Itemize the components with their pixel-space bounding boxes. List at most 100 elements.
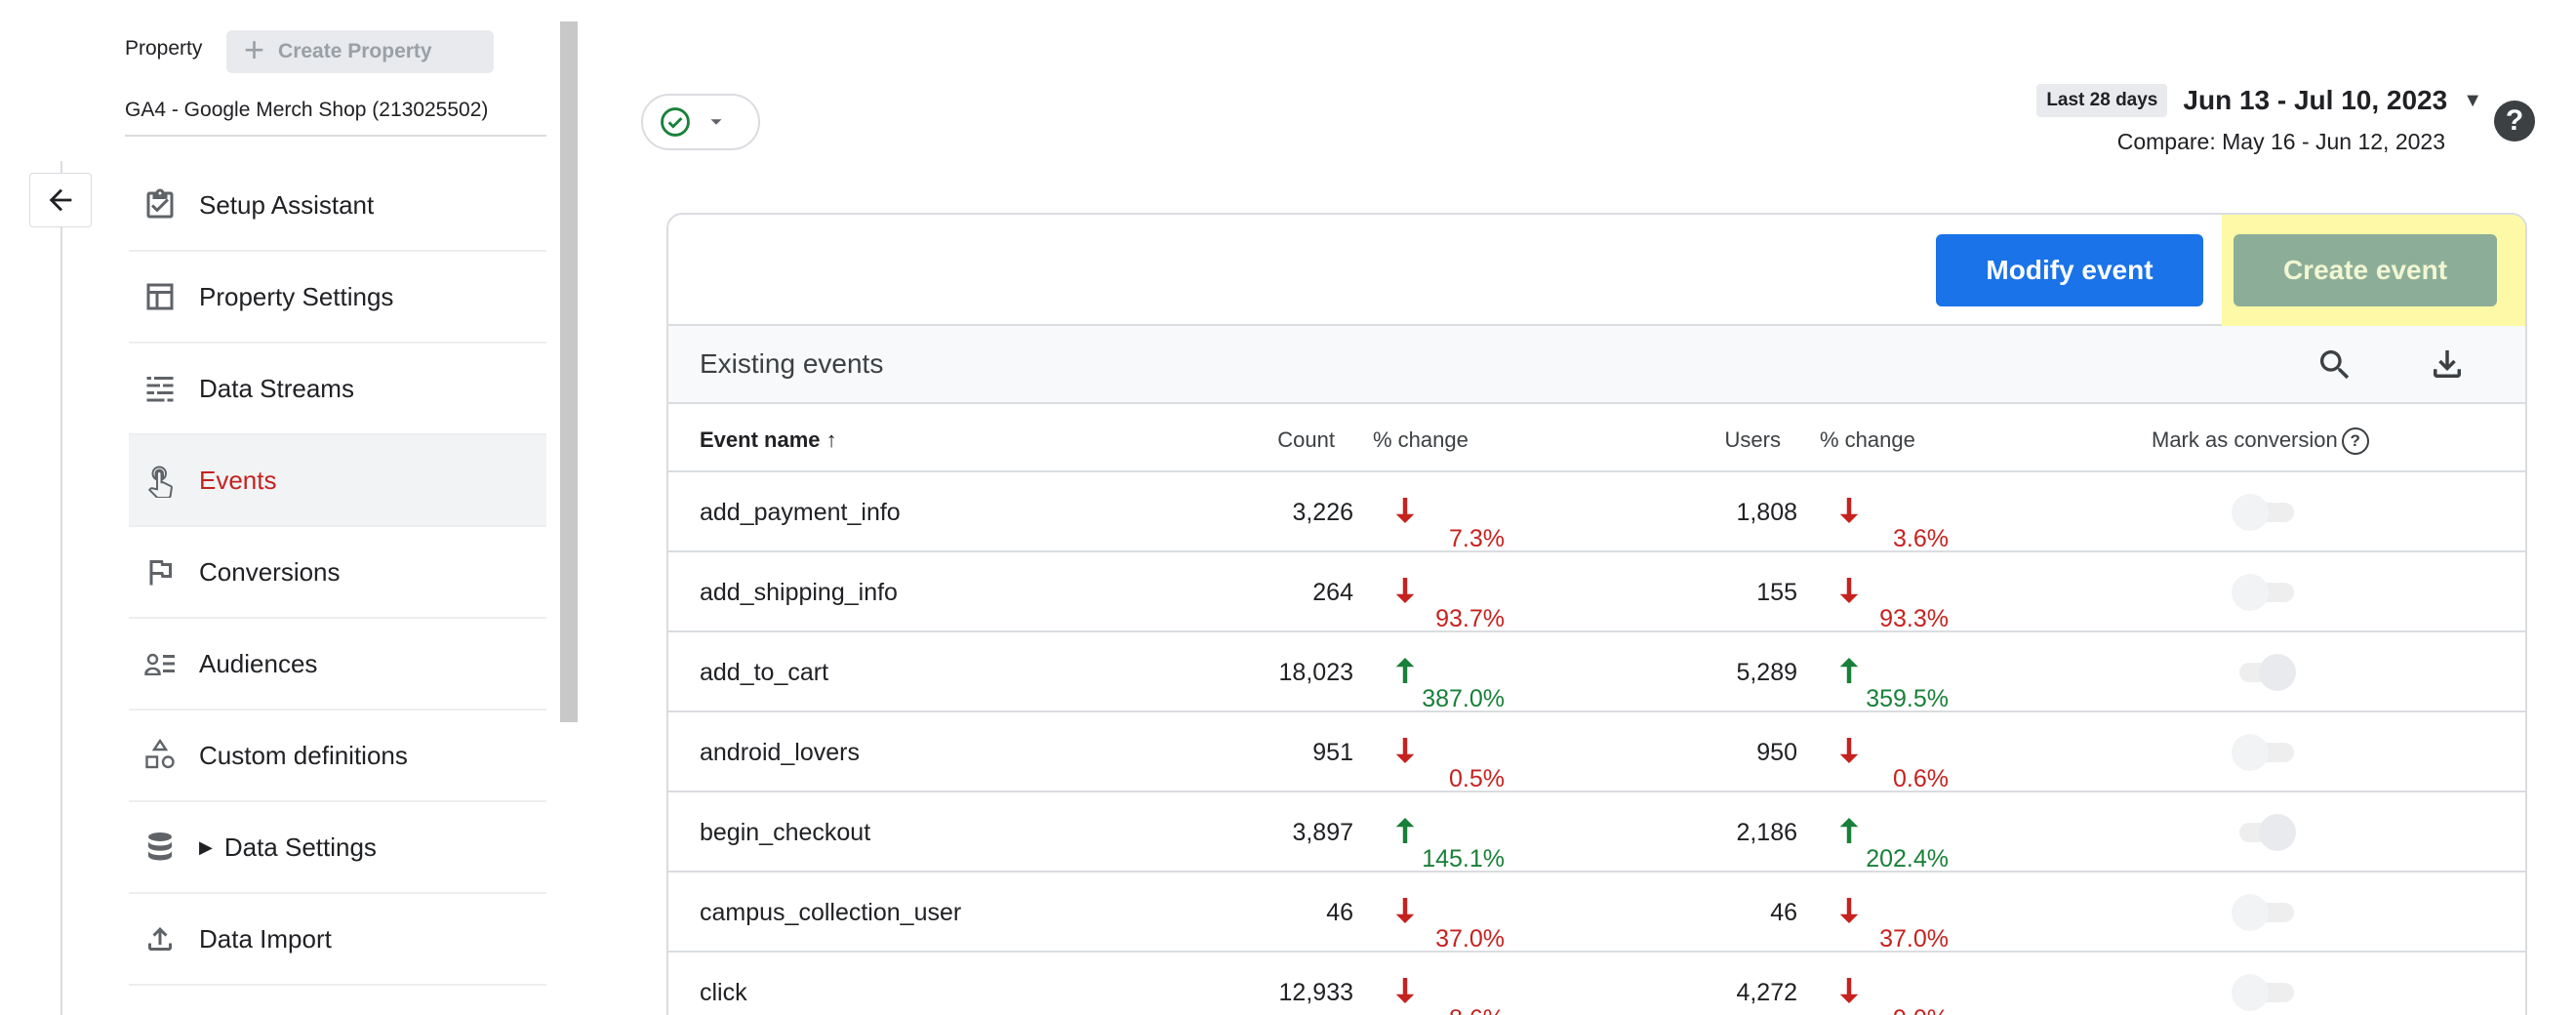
users-change-value: 9.0% — [1839, 1005, 1949, 1015]
toggle-knob — [2232, 974, 2269, 1011]
caret-right-icon[interactable]: ▶ — [199, 836, 213, 857]
nav-item-label: Data Streams — [199, 373, 354, 403]
count-change-value: 7.3% — [1449, 525, 1505, 552]
event-name[interactable]: add_shipping_info — [700, 579, 898, 606]
compare-range-text: Compare: May 16 - Jun 12, 2023 — [2116, 129, 2445, 154]
arrow-up-icon — [1839, 658, 1859, 690]
table-row: click 12,933 8.6% 4,272 9.0% — [668, 953, 2525, 1015]
arrow-down-icon — [1839, 498, 1859, 530]
event-name[interactable]: add_to_cart — [700, 659, 829, 686]
nav-item-property-settings[interactable]: Property Settings — [129, 252, 546, 344]
users-change-value: 3.6% — [1893, 525, 1949, 552]
conversion-toggle[interactable] — [2232, 734, 2296, 771]
event-name[interactable]: add_payment_info — [700, 499, 901, 526]
count-change-value: 8.6% — [1395, 1005, 1505, 1015]
nav-item-setup-assistant[interactable]: Setup Assistant — [129, 160, 546, 252]
property-label: Property — [125, 37, 203, 60]
arrow-down-icon — [1395, 738, 1415, 770]
event-users: 155 — [1756, 579, 1797, 606]
nav-item-events[interactable]: Events — [129, 435, 546, 527]
sort-arrow-up-icon: ↑ — [825, 427, 837, 452]
event-users: 5,289 — [1736, 659, 1797, 686]
event-count: 12,933 — [1278, 979, 1353, 1006]
arrow-down-icon — [1839, 978, 1859, 1010]
nav-item-label: Setup Assistant — [199, 189, 375, 220]
clipboard-check-icon — [129, 187, 199, 223]
header-event-name[interactable]: Event name ↑ — [700, 427, 837, 453]
date-range-picker[interactable]: Last 28 days Jun 13 - Jul 10, 2023 ▼ Com… — [2036, 84, 2482, 155]
arrow-up-icon — [1839, 818, 1859, 850]
touch-icon — [129, 463, 199, 498]
back-button[interactable] — [29, 173, 92, 227]
event-count: 46 — [1326, 899, 1353, 926]
users-change-value: 93.3% — [1879, 605, 1949, 632]
arrow-down-icon — [1395, 898, 1415, 930]
events-card: Modify event Create event Existing event… — [666, 213, 2527, 1015]
event-users: 46 — [1770, 899, 1797, 926]
left-rail — [60, 161, 62, 1015]
conversion-toggle[interactable] — [2232, 494, 2296, 531]
help-circle-icon[interactable]: ? — [2341, 427, 2369, 456]
header-count-change[interactable]: % change — [1373, 427, 1469, 452]
search-icon[interactable] — [2315, 345, 2355, 389]
header-users[interactable]: Users — [1724, 427, 1781, 452]
arrow-up-icon — [1395, 658, 1415, 690]
table-header-bar: Existing events — [668, 326, 2525, 404]
date-range-text[interactable]: Jun 13 - Jul 10, 2023 — [2183, 85, 2448, 115]
event-count: 18,023 — [1278, 659, 1353, 686]
event-name[interactable]: android_lovers — [700, 739, 860, 766]
property-selector[interactable]: GA4 - Google Merch Shop (213025502) — [125, 99, 489, 121]
toggle-knob — [2232, 494, 2269, 531]
modify-event-button[interactable]: Modify event — [1936, 234, 2203, 306]
conversion-toggle[interactable] — [2232, 814, 2296, 851]
users-change-value: 202.4% — [1866, 845, 1949, 873]
table-body: add_payment_info 3,226 7.3% 1,808 3.6% add_sh… — [668, 472, 2525, 1015]
nav-item-label: Data Import — [199, 923, 332, 954]
status-dropdown[interactable] — [641, 94, 760, 150]
event-name[interactable]: campus_collection_user — [700, 899, 962, 926]
event-users: 1,808 — [1736, 499, 1797, 526]
conversion-toggle[interactable] — [2232, 894, 2296, 931]
event-count: 264 — [1312, 579, 1353, 606]
table-row: campus_collection_user 46 37.0% 46 37.0% — [668, 873, 2525, 953]
arrow-down-icon — [1395, 498, 1415, 530]
nav-item-data-streams[interactable]: Data Streams — [129, 344, 546, 435]
event-name[interactable]: click — [700, 979, 747, 1006]
header-users-change[interactable]: % change — [1820, 427, 1915, 452]
nav-item-label: Data Settings — [223, 832, 377, 862]
event-users: 2,186 — [1736, 819, 1797, 846]
event-users: 4,272 — [1736, 979, 1797, 1006]
toggle-knob — [2232, 574, 2269, 611]
nav-item-conversions[interactable]: Conversions — [129, 527, 546, 619]
header-mark-conversion: Mark as conversion? — [2152, 427, 2369, 456]
nav-item-custom-definitions[interactable]: Custom definitions — [129, 710, 546, 802]
download-icon[interactable] — [2427, 344, 2468, 389]
users-change-value: 37.0% — [1879, 925, 1949, 953]
header-count[interactable]: Count — [1277, 427, 1335, 452]
check-circle-icon — [661, 107, 690, 137]
property-divider — [125, 135, 546, 137]
conversion-toggle[interactable] — [2232, 654, 2296, 691]
nav-item-label: Custom definitions — [199, 740, 408, 770]
header-label: Event name — [700, 427, 821, 452]
database-icon — [129, 830, 199, 865]
toggle-knob — [2232, 734, 2269, 771]
nav-item-data-settings[interactable]: ▶ Data Settings — [129, 802, 546, 894]
users-change-value: 359.5% — [1866, 685, 1949, 712]
conversion-toggle[interactable] — [2232, 574, 2296, 611]
nav-item-data-import[interactable]: Data Import — [129, 894, 546, 986]
chevron-down-icon[interactable]: ▼ — [2463, 89, 2482, 111]
nav-item-label: Events — [199, 465, 277, 495]
create-event-button[interactable]: Create event — [2234, 234, 2497, 306]
count-change-value: 0.5% — [1449, 765, 1505, 792]
event-count: 951 — [1312, 739, 1353, 766]
create-property-button[interactable]: + Create Property — [226, 30, 494, 73]
conversion-toggle[interactable] — [2232, 974, 2296, 1011]
event-name[interactable]: begin_checkout — [700, 819, 871, 846]
nav-scrollbar[interactable] — [560, 21, 578, 722]
header-label: Mark as conversion — [2152, 427, 2338, 452]
nav-item-audiences[interactable]: Audiences — [129, 619, 546, 710]
help-icon[interactable]: ? — [2494, 101, 2535, 142]
shapes-icon — [129, 738, 199, 773]
layout-icon — [129, 279, 199, 314]
